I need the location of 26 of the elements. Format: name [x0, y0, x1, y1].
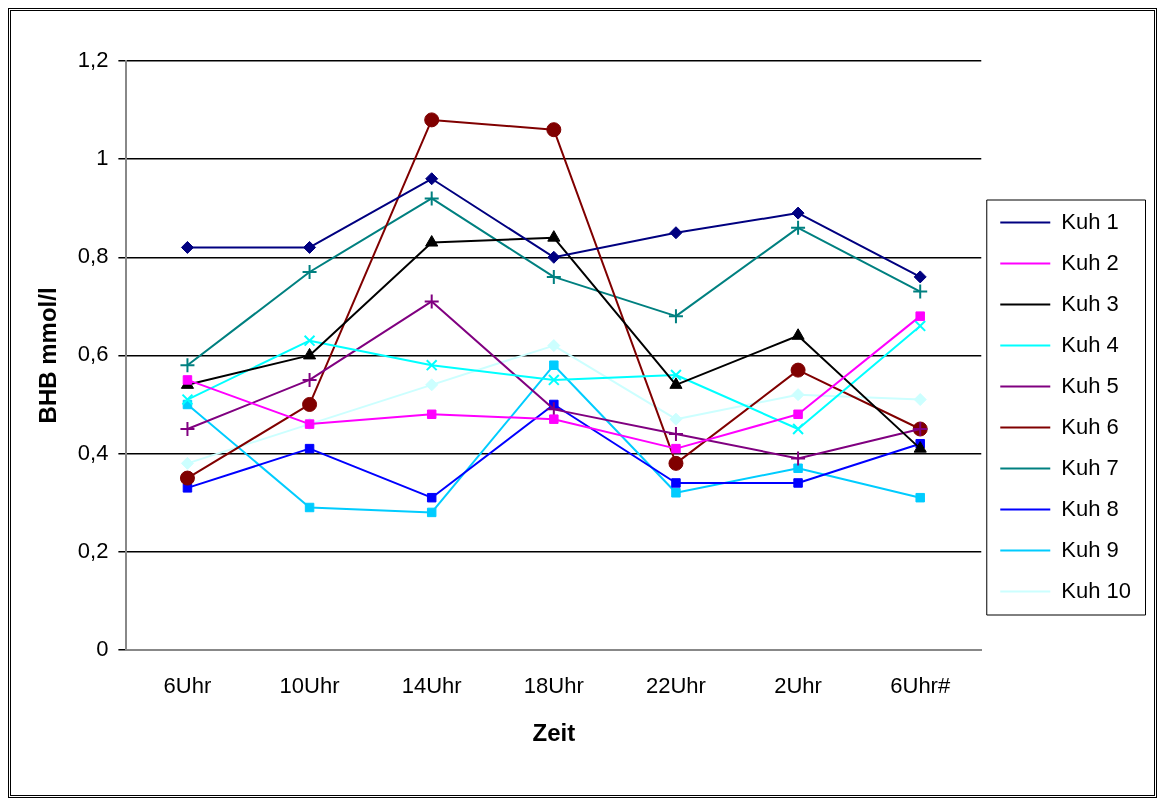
y-tick-label: 0,6 [77, 341, 109, 367]
y-tick-label: 0,8 [77, 243, 109, 269]
x-tick-label: 22Uhr [645, 673, 706, 699]
y-tick-label: 0,2 [77, 537, 109, 563]
legend-label: Kuh 9 [1061, 536, 1119, 562]
legend-label: Kuh 2 [1061, 249, 1119, 275]
x-tick-label: 14Uhr [401, 673, 462, 699]
y-tick-label: 1,2 [77, 47, 109, 73]
y-tick-label: 1 [96, 145, 109, 171]
legend-label: Kuh 10 [1061, 577, 1132, 603]
legend-label: Kuh 5 [1061, 372, 1119, 398]
legend-label: Kuh 8 [1061, 495, 1119, 521]
x-tick-label: 10Uhr [279, 673, 340, 699]
x-tick-label: 18Uhr [523, 673, 584, 699]
x-tick-label: 6Uhr# [890, 673, 951, 699]
x-axis-title: Zeit [532, 719, 576, 747]
legend-label: Kuh 1 [1061, 208, 1119, 234]
x-tick-label: 2Uhr [774, 673, 822, 699]
legend-label: Kuh 6 [1061, 413, 1119, 439]
y-tick-label: 0 [96, 635, 109, 661]
legend-label: Kuh 4 [1061, 331, 1119, 357]
x-tick-label: 6Uhr [163, 673, 212, 699]
legend-label: Kuh 3 [1061, 290, 1119, 316]
y-tick-label: 0,4 [77, 439, 109, 465]
legend-label: Kuh 7 [1061, 454, 1119, 480]
y-axis-title: BHB mmol/l [34, 287, 62, 424]
